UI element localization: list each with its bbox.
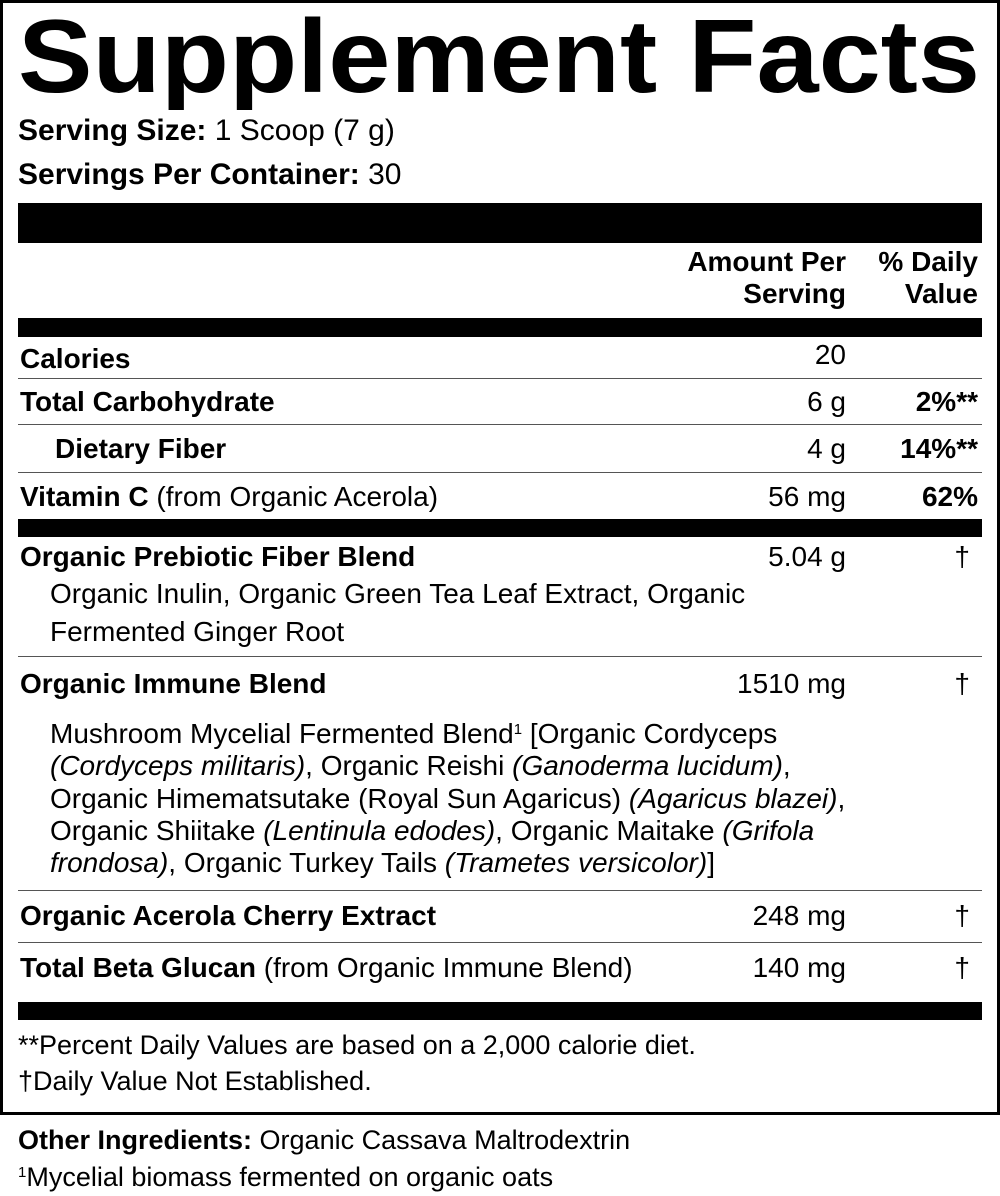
other-ingredients: Other Ingredients: Organic Cassava Maltr… xyxy=(18,1125,631,1155)
thick-divider xyxy=(18,203,982,243)
blend-label: Organic Prebiotic Fiber Blend xyxy=(20,541,416,572)
amount-per-serving-header: Amount Per Serving xyxy=(687,246,846,309)
blend-amount: 140 mg xyxy=(752,952,846,983)
row-dv: 14%** xyxy=(900,433,978,464)
row-amount: 56 mg xyxy=(768,481,846,512)
blend-ingredients: Organic Shiitake (Lentinula edodes), Org… xyxy=(50,815,815,846)
row-dv: 62% xyxy=(921,481,978,512)
row-divider xyxy=(18,424,982,425)
row-label: Dietary Fiber xyxy=(55,433,227,464)
row-divider xyxy=(18,942,982,943)
row-label: Calories xyxy=(20,343,131,374)
blend-amount: 5.04 g xyxy=(768,541,846,572)
blend-ingredients: frondosa), Organic Turkey Tails (Tramete… xyxy=(50,847,715,878)
blend-label: Organic Immune Blend xyxy=(20,668,327,699)
footnote-daily-values: **Percent Daily Values are based on a 2,… xyxy=(18,1030,696,1060)
row-divider xyxy=(18,656,982,657)
daily-value-header: % Daily Value xyxy=(878,246,978,309)
page-title: Supplement Facts xyxy=(18,0,980,110)
blend-ingredients: Mushroom Mycelial Fermented Blend1 [Orga… xyxy=(50,718,778,749)
dagger-icon: † xyxy=(954,900,970,931)
blend-ingredients: (Cordyceps militaris), Organic Reishi (G… xyxy=(50,750,791,781)
blend-label: Total Beta Glucan (from Organic Immune B… xyxy=(20,952,633,983)
blend-ingredients: Organic Himematsutake (Royal Sun Agaricu… xyxy=(50,783,846,814)
row-divider xyxy=(18,378,982,379)
row-label: Vitamin C (from Organic Acerola) xyxy=(20,481,439,512)
row-amount: 6 g xyxy=(807,386,846,417)
blend-amount: 1510 mg xyxy=(737,668,846,699)
supplement-facts-panel xyxy=(0,0,1000,1115)
row-amount: 20 xyxy=(814,339,846,370)
dagger-icon: † xyxy=(954,541,970,572)
row-divider xyxy=(18,472,982,473)
blend-ingredients: Organic Inulin, Organic Green Tea Leaf E… xyxy=(50,578,746,609)
row-amount: 4 g xyxy=(807,433,846,464)
blend-ingredients: Fermented Ginger Root xyxy=(50,616,345,647)
dagger-icon: † xyxy=(954,952,970,983)
dagger-icon: † xyxy=(954,668,970,699)
ingredient-footnote: 1Mycelial biomass fermented on organic o… xyxy=(18,1162,554,1192)
medium-divider xyxy=(18,318,982,337)
title-svg: Supplement Facts xyxy=(18,0,980,110)
serving-size: Serving Size: 1 Scoop (7 g) xyxy=(18,114,395,147)
medium-divider xyxy=(18,519,982,537)
blend-amount: 248 mg xyxy=(752,900,846,931)
row-divider xyxy=(18,890,982,891)
footnote-dagger: †Daily Value Not Established. xyxy=(18,1066,372,1096)
medium-divider xyxy=(18,1002,982,1020)
row-label: Total Carbohydrate xyxy=(20,386,275,417)
servings-per-container: Servings Per Container: 30 xyxy=(18,158,402,191)
blend-label: Organic Acerola Cherry Extract xyxy=(20,900,437,931)
row-dv: 2%** xyxy=(915,386,978,417)
